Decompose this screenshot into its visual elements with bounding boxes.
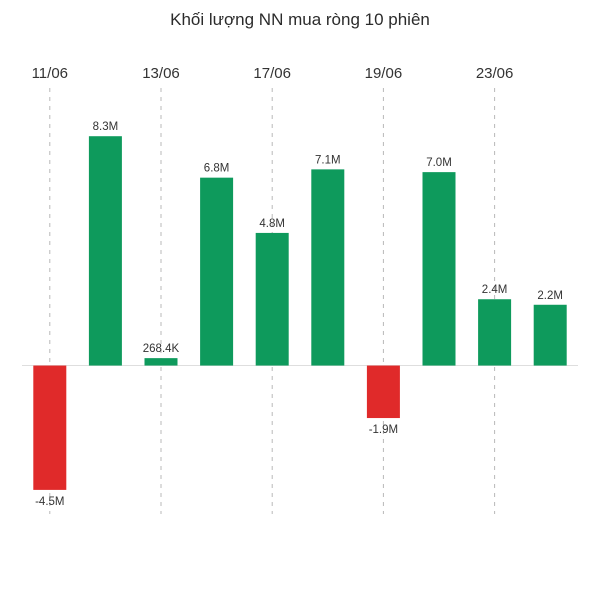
bar <box>144 358 178 366</box>
bar <box>33 365 67 490</box>
x-tick-label: 17/06 <box>253 65 291 82</box>
data-label: 2.4M <box>482 284 508 296</box>
x-tick-label: 23/06 <box>476 65 514 82</box>
data-label: 8.3M <box>93 121 119 133</box>
bar <box>311 169 345 366</box>
data-label: 6.8M <box>204 163 230 175</box>
data-label: 268.4K <box>143 343 180 355</box>
x-tick-label: 19/06 <box>365 65 403 82</box>
data-label: -4.5M <box>35 496 64 508</box>
x-tick-label: 13/06 <box>142 65 180 82</box>
bar <box>478 299 512 366</box>
chart-title: Khối lượng NN mua ròng 10 phiên <box>170 10 430 29</box>
data-label: -1.9M <box>369 424 398 436</box>
bar <box>366 365 400 419</box>
data-labels: -4.5M 8.3M 268.4K 6.8M 4.8M 7.1M -1.9M 7.0M 2.4M… <box>35 121 563 508</box>
bar <box>200 177 234 366</box>
bar <box>255 232 289 366</box>
x-tick-labels: 11/06 13/06 17/06 19/06 23/06 <box>32 65 514 82</box>
data-label: 7.1M <box>315 154 341 166</box>
bar <box>88 136 122 366</box>
bars <box>33 136 567 490</box>
data-label: 7.0M <box>426 157 452 169</box>
bar <box>533 304 567 366</box>
data-label: 4.8M <box>259 218 285 230</box>
x-tick-label: 11/06 <box>32 65 68 82</box>
bar <box>422 172 456 366</box>
data-label: 2.2M <box>537 290 563 302</box>
